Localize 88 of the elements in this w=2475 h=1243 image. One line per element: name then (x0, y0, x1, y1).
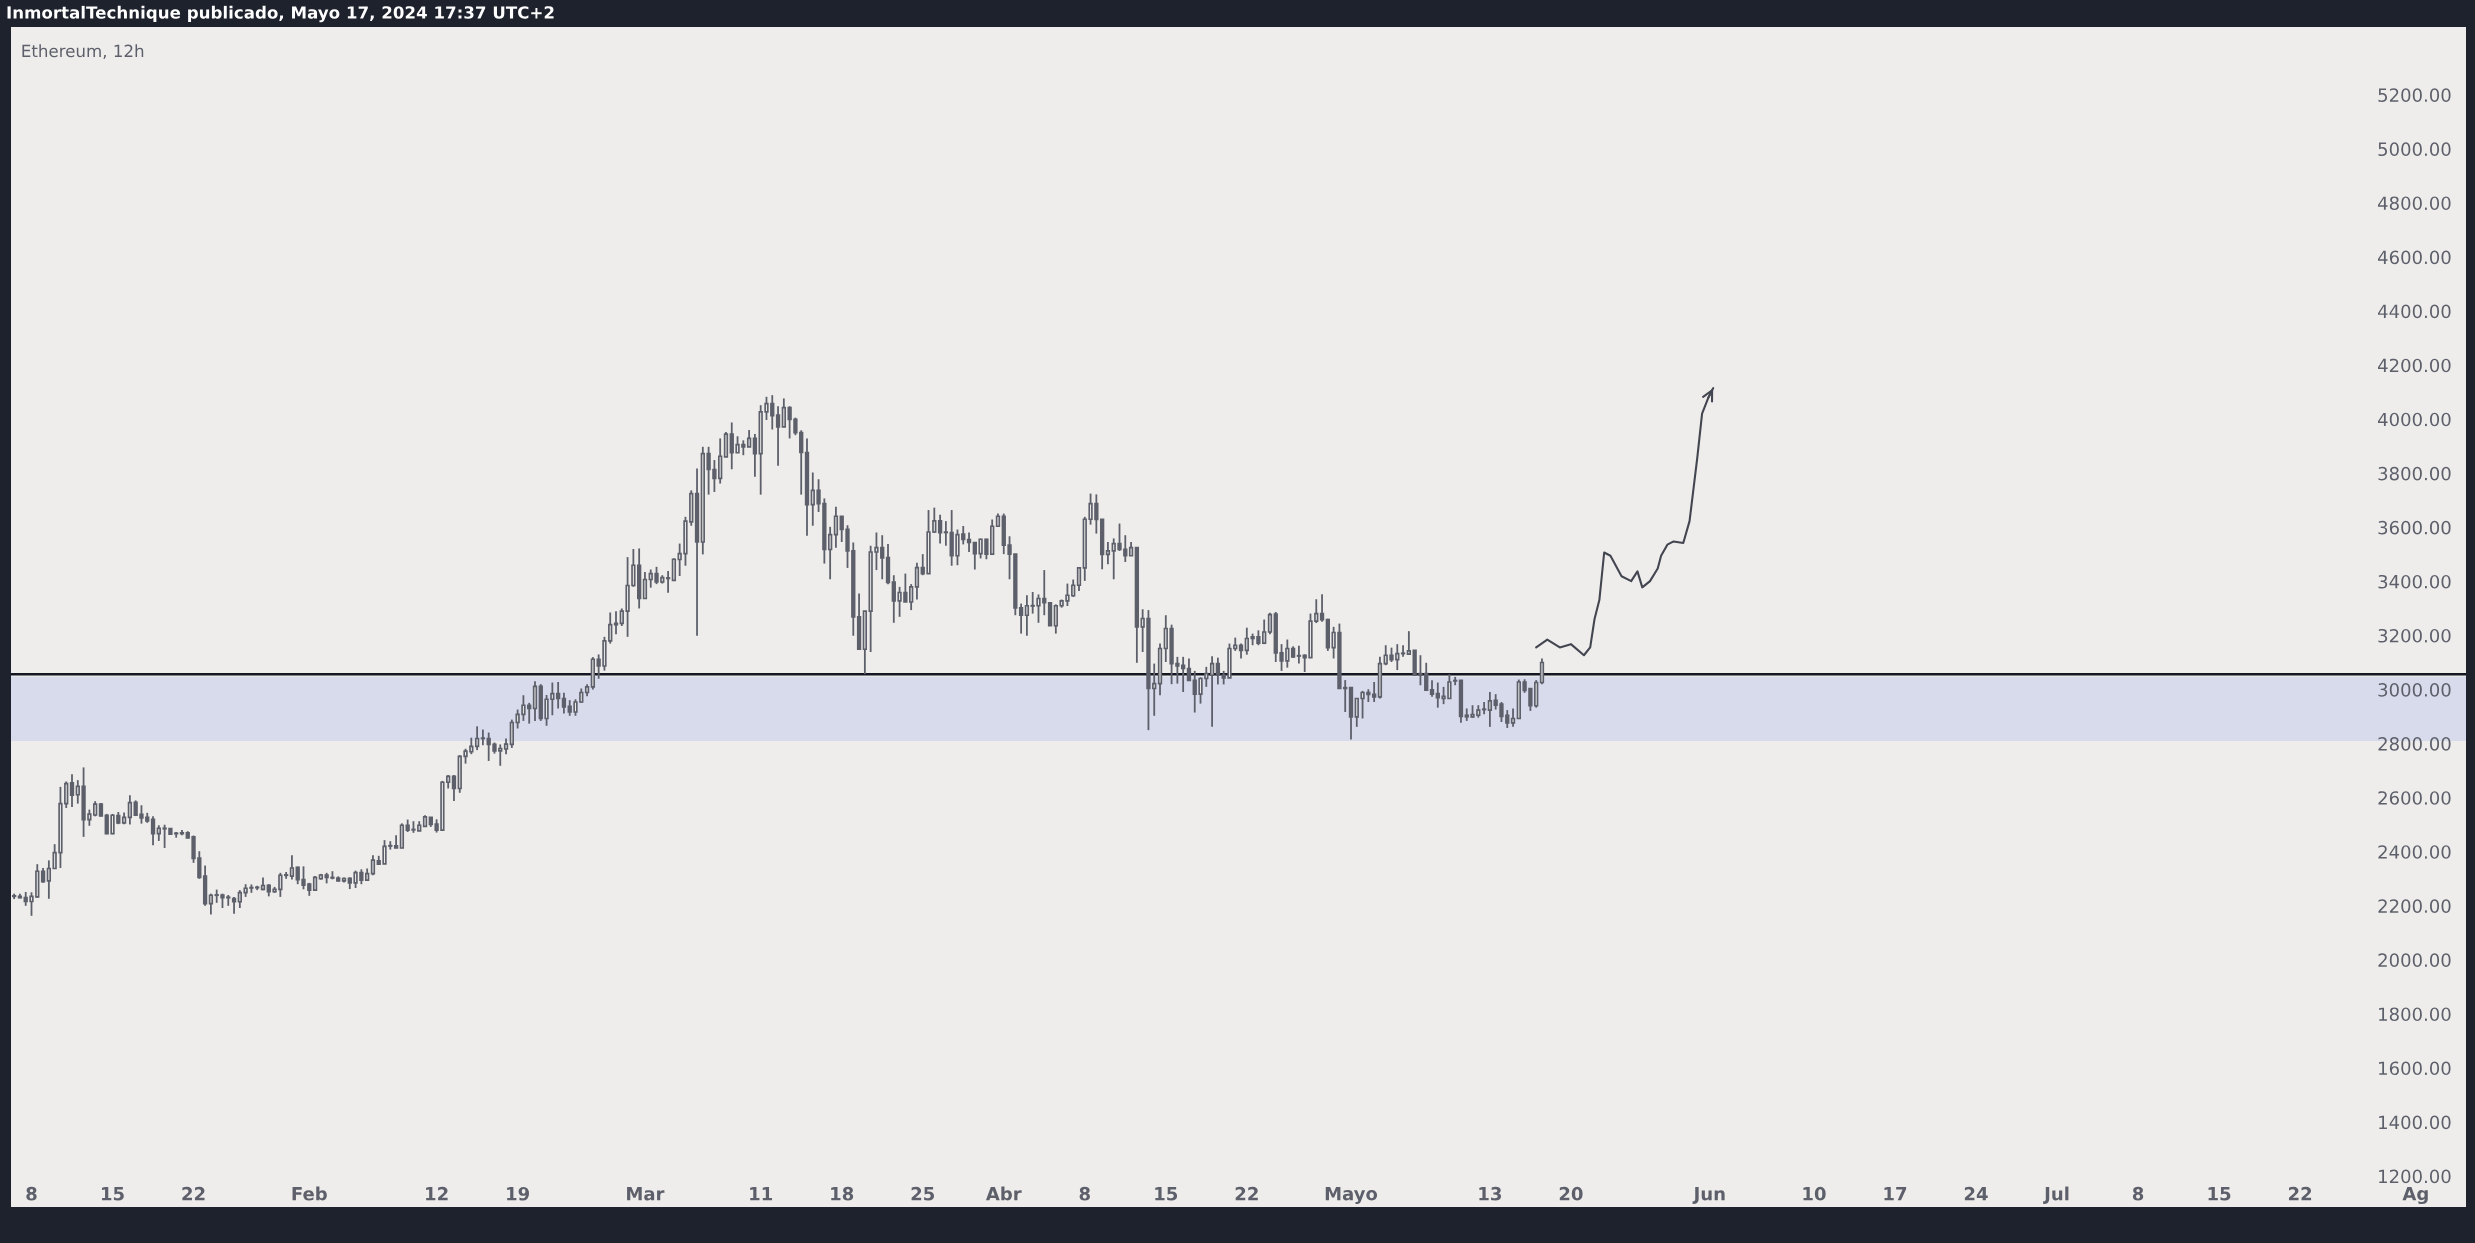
candlestick (451, 774, 457, 802)
candlestick (1400, 644, 1406, 658)
candlestick (1215, 656, 1221, 686)
x-tick-label: 18 (831, 1186, 854, 1201)
x-tick-label: 12 (426, 1186, 448, 1201)
candlestick (561, 691, 567, 715)
candlestick (532, 680, 538, 722)
x-tick-label: 24 (1964, 1186, 1988, 1201)
y-tick-label: 5200.00 (2378, 88, 2451, 102)
candlestick (943, 520, 949, 547)
candlestick (833, 505, 839, 549)
y-tick-label: 4600.00 (2377, 250, 2451, 265)
x-tick-label: 22 (1235, 1186, 1258, 1201)
x-tick-label: 15 (1155, 1187, 1178, 1201)
candlestick (1510, 707, 1516, 728)
y-tick-label: 2800.00 (2378, 737, 2451, 751)
candlestick (665, 569, 671, 594)
x-tick-label: 25 (911, 1186, 935, 1201)
candlestick (399, 822, 405, 850)
candlestick (1296, 644, 1302, 665)
candlestick (1024, 594, 1030, 637)
candlestick (1487, 691, 1493, 728)
candlestick (914, 561, 920, 601)
y-tick-label: 2000.00 (2378, 953, 2451, 967)
candlestick (966, 531, 972, 553)
y-tick-label: 4400.00 (2377, 304, 2451, 319)
candlestick (752, 433, 758, 478)
candlestick (1105, 541, 1111, 566)
candlestick (69, 773, 75, 808)
x-tick-label: 11 (750, 1187, 773, 1201)
x-tick-label: 13 (1479, 1186, 1502, 1201)
candlestick (937, 513, 943, 545)
y-tick-label: 4000.00 (2377, 412, 2451, 427)
text: InmortalTechnique publicado, Mayo 17, 2024 17:37 UTC+2 (7, 5, 554, 23)
candlestick (480, 728, 486, 747)
x-tick-label: 10 (1803, 1186, 1826, 1201)
x-tick-label: Mayo (1325, 1186, 1378, 1205)
x-tick-label: Jul (2043, 1186, 2069, 1204)
candlestick (474, 725, 480, 752)
x-tick-label: Ag (2402, 1186, 2428, 1205)
y-tick-label: 4200.00 (2377, 358, 2451, 373)
candlestick (127, 794, 133, 826)
candlestick (1267, 611, 1273, 636)
y-tick-label: 3800.00 (2378, 466, 2451, 481)
candlestick (1209, 655, 1215, 728)
y-tick-label: 3200.00 (2378, 628, 2451, 643)
y-tick-label: 2400.00 (2378, 845, 2451, 859)
candlestick (1047, 601, 1053, 627)
x-tick-label: 8 (1079, 1186, 1090, 1201)
candlestick (150, 815, 156, 847)
x-tick-label: 22 (2288, 1186, 2312, 1201)
x-tick-label: 15 (2208, 1187, 2231, 1201)
y-tick-label: 1600.00 (2379, 1061, 2451, 1076)
y-tick-label: 5000.00 (2378, 142, 2451, 157)
y-tick-label: 3000.00 (2378, 683, 2451, 697)
candlestick (1076, 567, 1082, 592)
candlestick (289, 854, 295, 881)
y-tick-label: 3600.00 (2378, 520, 2451, 535)
x-tick-label: 15 (101, 1187, 124, 1201)
y-tick-label: 4800.00 (2377, 196, 2451, 211)
candlestick (613, 610, 619, 636)
candlestick (642, 571, 648, 600)
x-tick-label: 8 (2132, 1186, 2144, 1201)
candlestick (1319, 593, 1325, 623)
x-tick-label: Jun (1692, 1187, 1725, 1204)
candlestick (370, 854, 376, 877)
x-tick-label: Abr (985, 1186, 1022, 1201)
y-tick-label: 3400.00 (2378, 574, 2451, 589)
x-tick-label: 8 (26, 1186, 37, 1201)
candlestick (1186, 657, 1192, 682)
candlestick (671, 557, 677, 582)
x-tick-label: 22 (182, 1186, 205, 1201)
x-tick-label: Mar (627, 1187, 665, 1201)
x-tick-label: 17 (1884, 1187, 1907, 1201)
candlestick (1481, 701, 1487, 716)
y-tick-label: 1200.00 (2379, 1169, 2451, 1184)
x-tick-label: 19 (507, 1186, 530, 1201)
y-tick-label: 1400.00 (2379, 1115, 2451, 1130)
y-tick-label: 1800.00 (2379, 1007, 2451, 1022)
y-tick-label: 2200.00 (2378, 899, 2451, 913)
candlestick (1018, 602, 1024, 635)
candlestick (775, 405, 781, 467)
x-tick-label: Feb (292, 1186, 327, 1201)
text: Ethereum, 12h (22, 44, 144, 59)
x-tick-label: 20 (1559, 1186, 1583, 1201)
y-tick-label: 2600.00 (2378, 791, 2451, 805)
candlestick (723, 431, 729, 458)
candlestick (1539, 657, 1545, 686)
